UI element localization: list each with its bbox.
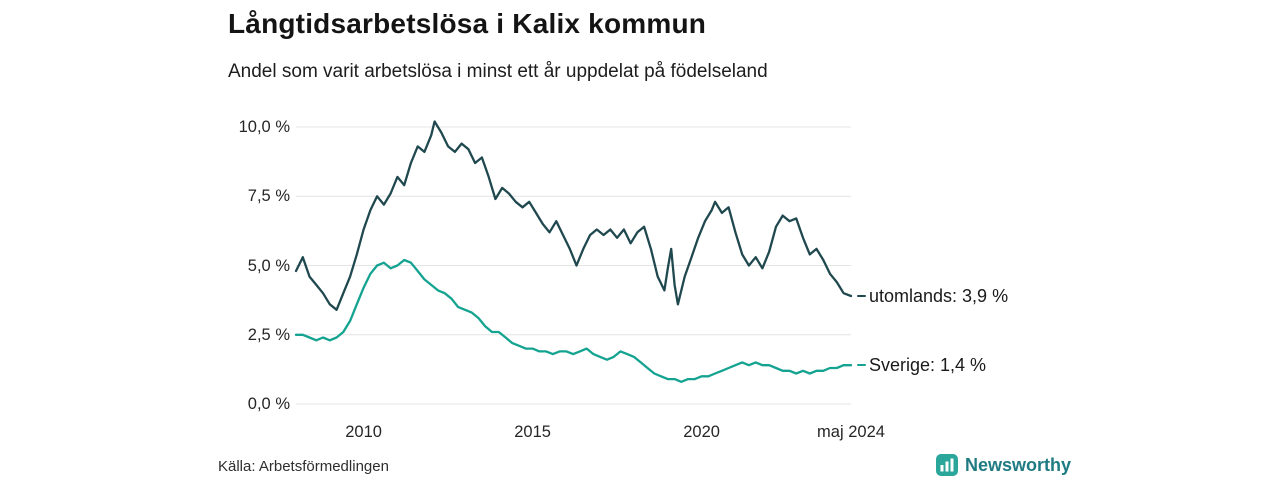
x-tick-label: maj 2024 [817, 423, 885, 441]
brand-name: Newsworthy [965, 454, 1072, 475]
y-tick-label: 2,5 % [247, 325, 290, 344]
series-end-label-utomlands: utomlands: 3,9 % [857, 284, 1008, 308]
x-tick-label: 2015 [514, 423, 551, 441]
series-line-Sverige [294, 258, 853, 383]
y-tick-label: 0,0 % [247, 395, 290, 413]
series-dash-icon [857, 363, 866, 367]
y-tick-label: 7,5 % [247, 187, 290, 206]
series-line-utomlands [294, 120, 853, 311]
y-tick-label: 10,0 % [238, 118, 290, 136]
series-end-label-Sverige: Sverige: 1,4 % [857, 353, 986, 377]
chart-title: Långtidsarbetslösa i Kalix kommun [228, 8, 707, 39]
source-note: Källa: Arbetsförmedlingen [218, 458, 389, 475]
series-end-label-text: utomlands: 3,9 % [869, 285, 1009, 306]
brand-lockup: Newsworthy [936, 454, 1071, 476]
x-tick-label: 2020 [683, 423, 720, 441]
x-tick-label: 2010 [345, 423, 382, 441]
series-dash-icon [857, 294, 866, 298]
series-end-label-text: Sverige: 1,4 % [869, 355, 987, 376]
y-tick-label: 5,0 % [247, 256, 290, 275]
chart-subtitle: Andel som varit arbetslösa i minst ett å… [228, 61, 768, 82]
bar-chart-icon [936, 454, 958, 476]
